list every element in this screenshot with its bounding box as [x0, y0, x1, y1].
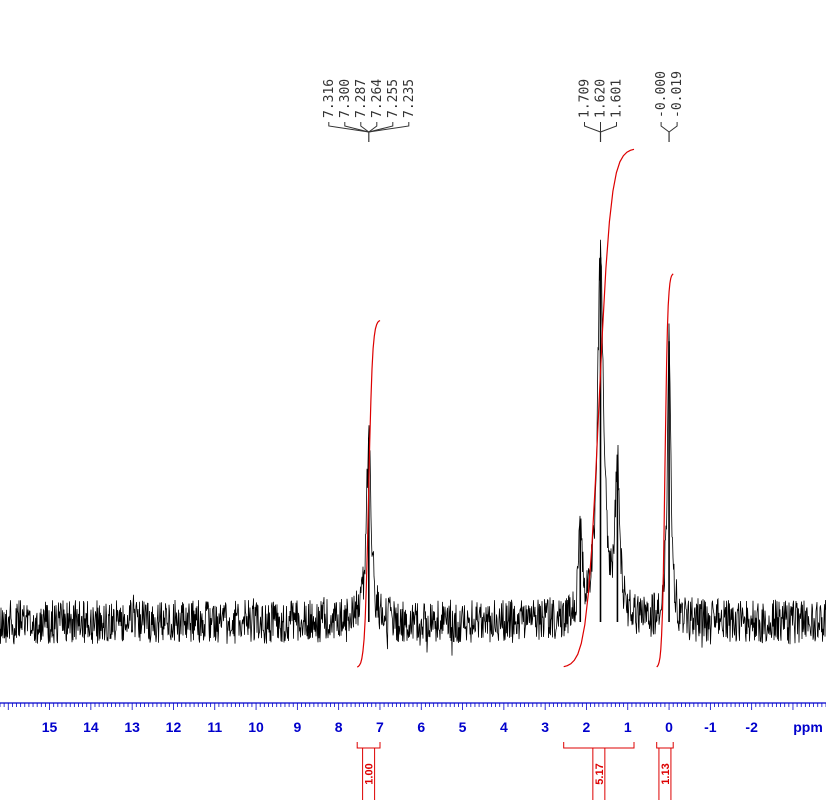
- integral-curve: [656, 273, 674, 668]
- x-axis-label: ppm: [793, 719, 823, 735]
- peak-shift-label: 7.316: [322, 79, 337, 118]
- peak-shift-label: 7.287: [354, 79, 369, 118]
- integral-label-group: 5.17: [563, 742, 635, 800]
- peak-label-connector: [344, 122, 369, 133]
- x-tick-label: 7: [376, 719, 384, 735]
- integral-label-group: 1.13: [656, 742, 674, 800]
- peak-labels-layer: 7.316 7.300 7.287 7.264 7.255 7.235 1.709 1.620…: [322, 71, 685, 142]
- integral-value-label: 1.00: [364, 763, 376, 784]
- x-tick-label: 14: [83, 719, 99, 735]
- x-tick-label: 15: [42, 719, 58, 735]
- peak-shift-label: 7.255: [386, 79, 401, 118]
- integral-bracket: [563, 742, 635, 749]
- x-tick-label: 12: [166, 719, 182, 735]
- x-axis-minor-ticks: [0, 703, 826, 710]
- integral-value-label: 5.17: [594, 763, 606, 784]
- peak-label-group: -0.000 -0.019: [654, 71, 685, 142]
- integral-curve: [563, 148, 635, 668]
- x-axis-major-ticks: 15 14 13 12 11 10 9 8 7 6 5 4 3 2 1 0 -1 -2: [42, 719, 758, 735]
- peak-label-connector: [328, 122, 369, 133]
- peak-label-connector: [368, 122, 410, 133]
- x-tick-label: 11: [207, 719, 222, 735]
- x-tick-label: 3: [541, 719, 549, 735]
- x-axis: 15 14 13 12 11 10 9 8 7 6 5 4 3 2 1 0 -1 -2 ppm: [0, 702, 826, 735]
- peak-label-connector: [368, 122, 394, 133]
- x-tick-label: 4: [500, 719, 508, 735]
- x-tick-label: 5: [459, 719, 467, 735]
- integral-labels-layer: 1.00 5.17 1.13: [356, 742, 674, 800]
- x-tick-label: -1: [704, 719, 717, 735]
- peak-label-connector: [368, 122, 378, 133]
- x-tick-label: -2: [745, 719, 758, 735]
- x-tick-label: 0: [665, 719, 673, 735]
- peak-shift-label: 1.709: [578, 79, 593, 118]
- peak-label-connector: [584, 122, 601, 133]
- x-tick-label: 9: [293, 719, 301, 735]
- peak-shift-label: 1.601: [610, 79, 625, 118]
- spectrum-trace-line: [0, 239, 826, 656]
- integral-bracket: [356, 742, 381, 749]
- x-tick-label: 13: [124, 719, 140, 735]
- integral-label-group: 1.00: [356, 742, 381, 800]
- spectrum-trace-layer: [0, 239, 826, 656]
- x-tick-label: 6: [417, 719, 425, 735]
- peak-shift-label: 7.300: [338, 79, 353, 118]
- peak-label-group: 7.316 7.300 7.287 7.264 7.255 7.235: [322, 79, 417, 142]
- peak-shift-label: 1.620: [594, 79, 609, 118]
- peak-shift-label: -0.019: [670, 71, 685, 118]
- peak-label-connector: [660, 122, 670, 133]
- peak-label-connector: [600, 122, 617, 133]
- x-tick-label: 8: [335, 719, 343, 735]
- peak-label-connector: [668, 122, 678, 133]
- integral-curves-layer: [356, 148, 674, 668]
- peak-label-group: 1.709 1.620 1.601: [578, 79, 625, 142]
- x-tick-label: 10: [248, 719, 264, 735]
- integral-curve: [356, 319, 381, 668]
- x-tick-label: 2: [583, 719, 591, 735]
- peak-label-connector: [360, 122, 370, 133]
- integral-bracket: [656, 742, 674, 749]
- peak-shift-label: 7.264: [370, 79, 385, 118]
- peak-shift-label: 7.235: [402, 79, 417, 118]
- x-tick-label: 1: [624, 719, 632, 735]
- peak-shift-label: -0.000: [654, 71, 669, 118]
- integral-value-label: 1.13: [660, 763, 672, 784]
